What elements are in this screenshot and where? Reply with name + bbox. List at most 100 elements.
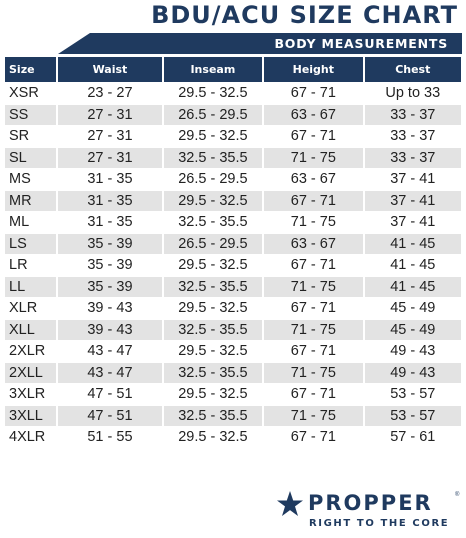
table-row: SL 27 - 31 32.5 - 35.5 71 - 75 33 - 37 — [5, 147, 461, 168]
table-row: LR 35 - 39 29.5 - 32.5 67 - 71 41 - 45 — [5, 255, 461, 276]
inseam-cell: 32.5 - 35.5 — [163, 147, 263, 168]
inseam-cell: 29.5 - 32.5 — [163, 341, 263, 362]
table-row: 3XLR 47 - 51 29.5 - 32.5 67 - 71 53 - 57 — [5, 384, 461, 405]
size-cell: 2XLR — [5, 341, 57, 362]
chest-cell: 49 - 43 — [364, 341, 461, 362]
waist-cell: 39 - 43 — [58, 298, 162, 319]
page-title: BDU/ACU SIZE CHART — [151, 1, 458, 29]
height-cell: 67 - 71 — [264, 83, 363, 104]
inseam-cell: 29.5 - 32.5 — [163, 427, 263, 448]
inseam-cell: 29.5 - 32.5 — [163, 190, 263, 211]
waist-cell: 31 - 35 — [58, 212, 162, 233]
inseam-cell: 32.5 - 35.5 — [163, 212, 263, 233]
table-row: 4XLR 51 - 55 29.5 - 32.5 67 - 71 57 - 61 — [5, 427, 461, 448]
chest-cell: 33 - 37 — [364, 104, 461, 125]
brand-tagline: RIGHT TO THE CORE — [309, 518, 450, 529]
table-row: 3XLL 47 - 51 32.5 - 35.5 71 - 75 53 - 57 — [5, 405, 461, 426]
chest-cell: 45 - 49 — [364, 298, 461, 319]
inseam-cell: 29.5 - 32.5 — [163, 126, 263, 147]
chest-cell: 53 - 57 — [364, 405, 461, 426]
waist-cell: 31 - 35 — [58, 169, 162, 190]
height-cell: 67 - 71 — [264, 126, 363, 147]
table-row: LS 35 - 39 26.5 - 29.5 63 - 67 41 - 45 — [5, 233, 461, 254]
star-icon — [277, 491, 303, 516]
table-row: XSR 23 - 27 29.5 - 32.5 67 - 71 Up to 33 — [5, 83, 461, 104]
inseam-cell: 29.5 - 32.5 — [163, 255, 263, 276]
height-cell: 71 - 75 — [264, 147, 363, 168]
waist-cell: 43 - 47 — [58, 341, 162, 362]
height-cell: 63 - 67 — [264, 169, 363, 190]
column-header-inseam: Inseam — [163, 57, 263, 82]
body-measurements-band: BODY MEASUREMENTS — [0, 33, 462, 55]
waist-cell: 27 - 31 — [58, 104, 162, 125]
inseam-cell: 26.5 - 29.5 — [163, 104, 263, 125]
size-cell: MR — [5, 190, 57, 211]
chest-cell: 41 - 45 — [364, 233, 461, 254]
waist-cell: 47 - 51 — [58, 384, 162, 405]
table-row: LL 35 - 39 32.5 - 35.5 71 - 75 41 - 45 — [5, 276, 461, 297]
height-cell: 71 - 75 — [264, 276, 363, 297]
chest-cell: 37 - 41 — [364, 190, 461, 211]
table-row: XLR 39 - 43 29.5 - 32.5 67 - 71 45 - 49 — [5, 298, 461, 319]
inseam-cell: 32.5 - 35.5 — [163, 362, 263, 383]
chest-cell: 49 - 43 — [364, 362, 461, 383]
table-row: XLL 39 - 43 32.5 - 35.5 71 - 75 45 - 49 — [5, 319, 461, 340]
size-cell: LS — [5, 233, 57, 254]
table-row: ML 31 - 35 32.5 - 35.5 71 - 75 37 - 41 — [5, 212, 461, 233]
size-cell: SL — [5, 147, 57, 168]
chest-cell: 33 - 37 — [364, 126, 461, 147]
inseam-cell: 26.5 - 29.5 — [163, 169, 263, 190]
size-cell: SR — [5, 126, 57, 147]
height-cell: 67 - 71 — [264, 255, 363, 276]
size-cell: ML — [5, 212, 57, 233]
inseam-cell: 29.5 - 32.5 — [163, 83, 263, 104]
column-header-height: Height — [264, 57, 363, 82]
size-cell: 3XLR — [5, 384, 57, 405]
height-cell: 67 - 71 — [264, 341, 363, 362]
brand-name: PROPPER — [308, 491, 433, 515]
column-header-waist: Waist — [58, 57, 162, 82]
propper-logo: PROPPER ® RIGHT TO THE CORE — [276, 490, 462, 534]
size-cell: XLL — [5, 319, 57, 340]
column-header-size: Size — [5, 57, 57, 82]
size-cell: LR — [5, 255, 57, 276]
chest-cell: 37 - 41 — [364, 169, 461, 190]
table-body: XSR 23 - 27 29.5 - 32.5 67 - 71 Up to 33 SS 27… — [5, 83, 461, 448]
waist-cell: 23 - 27 — [58, 83, 162, 104]
column-header-chest: Chest — [364, 57, 461, 82]
table-row: 2XLL 43 - 47 32.5 - 35.5 71 - 75 49 - 43 — [5, 362, 461, 383]
table-row: MR 31 - 35 29.5 - 32.5 67 - 71 37 - 41 — [5, 190, 461, 211]
table-row: SR 27 - 31 29.5 - 32.5 67 - 71 33 - 37 — [5, 126, 461, 147]
chest-cell: 45 - 49 — [364, 319, 461, 340]
inseam-cell: 26.5 - 29.5 — [163, 233, 263, 254]
height-cell: 71 - 75 — [264, 405, 363, 426]
size-cell: XSR — [5, 83, 57, 104]
waist-cell: 27 - 31 — [58, 147, 162, 168]
height-cell: 67 - 71 — [264, 384, 363, 405]
inseam-cell: 32.5 - 35.5 — [163, 405, 263, 426]
size-cell: 2XLL — [5, 362, 57, 383]
table-row: 2XLR 43 - 47 29.5 - 32.5 67 - 71 49 - 43 — [5, 341, 461, 362]
band-label: BODY MEASUREMENTS — [274, 36, 448, 51]
waist-cell: 27 - 31 — [58, 126, 162, 147]
table-row: MS 31 - 35 26.5 - 29.5 63 - 67 37 - 41 — [5, 169, 461, 190]
chest-cell: 57 - 61 — [364, 427, 461, 448]
band-shape — [58, 33, 462, 54]
height-cell: 63 - 67 — [264, 104, 363, 125]
chest-cell: 41 - 45 — [364, 255, 461, 276]
height-cell: 63 - 67 — [264, 233, 363, 254]
size-cell: LL — [5, 276, 57, 297]
waist-cell: 51 - 55 — [58, 427, 162, 448]
inseam-cell: 29.5 - 32.5 — [163, 298, 263, 319]
waist-cell: 43 - 47 — [58, 362, 162, 383]
waist-cell: 35 - 39 — [58, 233, 162, 254]
chest-cell: 41 - 45 — [364, 276, 461, 297]
inseam-cell: 32.5 - 35.5 — [163, 276, 263, 297]
table-row: SS 27 - 31 26.5 - 29.5 63 - 67 33 - 37 — [5, 104, 461, 125]
chest-cell: Up to 33 — [364, 83, 461, 104]
height-cell: 71 - 75 — [264, 362, 363, 383]
size-cell: XLR — [5, 298, 57, 319]
chest-cell: 53 - 57 — [364, 384, 461, 405]
registered-mark: ® — [455, 492, 460, 498]
inseam-cell: 32.5 - 35.5 — [163, 319, 263, 340]
